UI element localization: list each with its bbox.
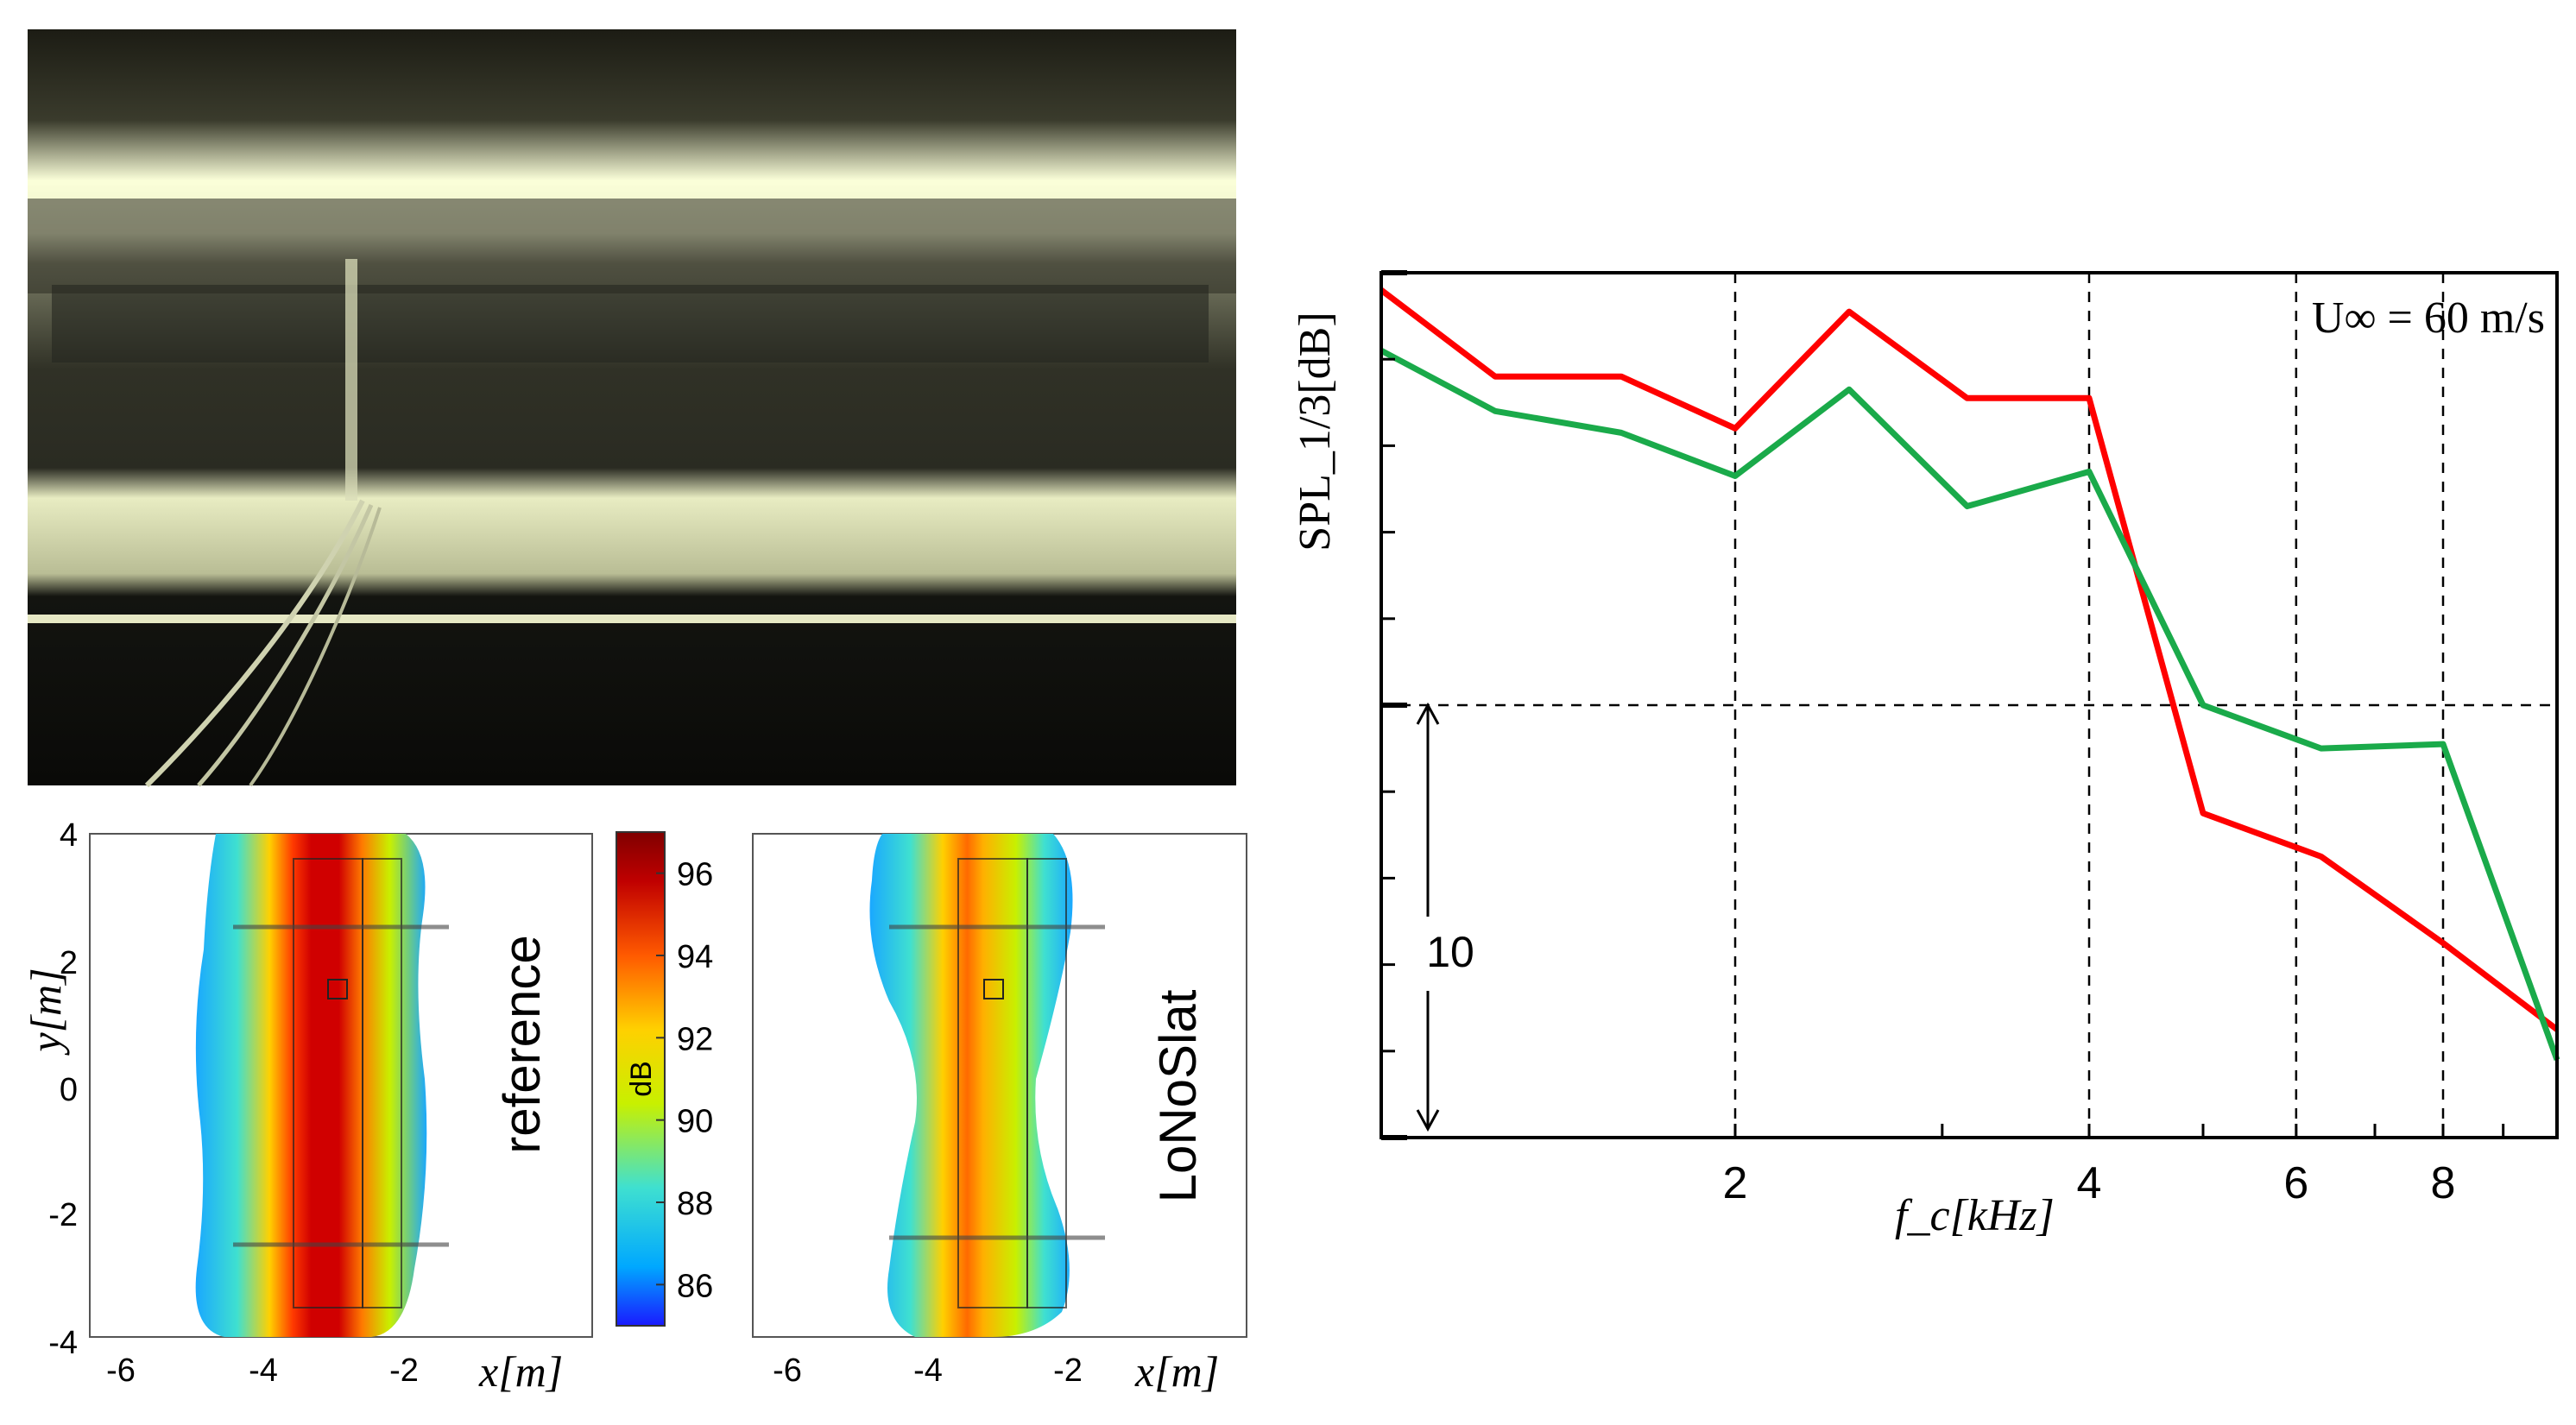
colorbar-label: dB: [625, 1061, 658, 1097]
map-ref-xtick-0: -6: [106, 1352, 136, 1389]
colorbar-gradient: [616, 831, 666, 1327]
map-ref-ytick-3: -2: [48, 1197, 78, 1233]
map-ref-ytick-4: -4: [48, 1325, 78, 1361]
chart-annotation: U∞ = 60 m/s: [2312, 293, 2545, 343]
map-lo-xtick-0: -6: [773, 1352, 802, 1389]
map-ref-xtick-1: -4: [249, 1352, 278, 1389]
series-line-reference: [1379, 287, 2560, 1032]
colorbar: dB 96 94 92 90 88 86: [616, 831, 713, 1327]
chart-xtick-label-3: 8: [2431, 1158, 2456, 1208]
colorbar-tick-0: 96: [677, 857, 713, 893]
map-lo-xtick-1: -4: [913, 1352, 943, 1389]
scale-bar-label: 10: [1426, 928, 1474, 976]
scale-bar: 10: [1409, 702, 1492, 1132]
colorbar-tick-5: 86: [677, 1268, 713, 1304]
map-lonoslat-field: [869, 834, 1073, 1337]
scale-bar-label-bg: [1409, 917, 1492, 991]
wing-photo: [28, 29, 1236, 788]
map-ref-ytick-0: 4: [60, 817, 78, 854]
chart-ylabel: SPL_1/3[dB]: [1291, 312, 1340, 551]
colorbar-tick-3: 90: [677, 1104, 713, 1140]
map-ref-ytick-2: 0: [60, 1072, 78, 1108]
colorbar-tick-1: 94: [677, 939, 713, 975]
map-lonoslat: -6 -4 -2 x[m] LoNoSlat: [752, 833, 1247, 1396]
chart-xtick-label-2: 6: [2283, 1158, 2308, 1208]
colorbar-tick-4: 88: [677, 1186, 713, 1222]
map-reference: 4 2 0 -2 -4 -6 -4 -2 x[m] y[m] reference: [22, 817, 593, 1396]
map-ref-xlabel: x[m]: [478, 1347, 563, 1396]
chart-xtick-label-0: 2: [1723, 1158, 1748, 1208]
colorbar-tick-2: 92: [677, 1021, 713, 1057]
spectrum-chart: 2 4 6 8 U∞ = 60 m/s SPL_1/3[dB] f_c[kHz] 10: [1291, 270, 2560, 1240]
scale-bar-arrow-top: [1416, 702, 1440, 725]
map-reference-field: [195, 834, 427, 1337]
map-lo-xtick-2: -2: [1053, 1352, 1083, 1389]
map-ref-ytick-1: 2: [60, 945, 78, 981]
map-lo-xlabel: x[m]: [1134, 1347, 1219, 1396]
map-lo-title: LoNoSlat: [1149, 989, 1207, 1202]
scale-bar-arrow-bottom: [1416, 1109, 1440, 1132]
chart-xlabel: f_c[kHz]: [1895, 1191, 2055, 1240]
map-ref-title: reference: [493, 935, 551, 1153]
map-ref-xtick-2: -2: [389, 1352, 419, 1389]
chart-xtick-label-1: 4: [2077, 1158, 2102, 1208]
map-ref-ylabel: y[m]: [22, 968, 70, 1056]
